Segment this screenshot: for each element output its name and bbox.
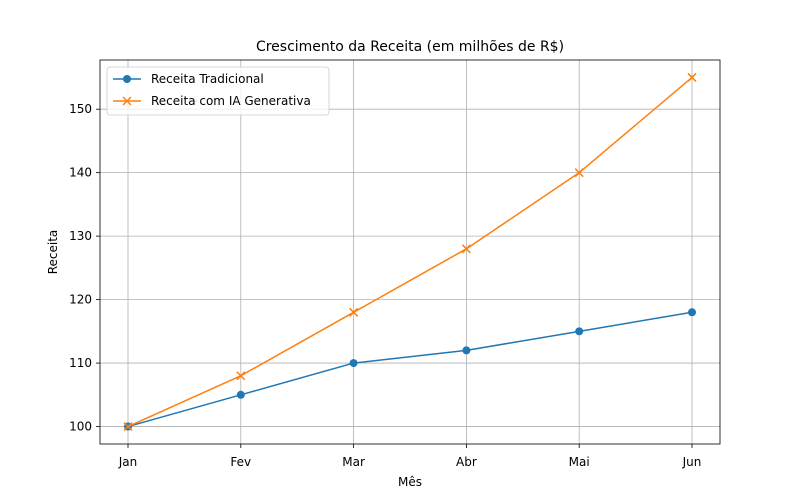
grid xyxy=(100,60,720,444)
data-point xyxy=(688,308,696,317)
data-point xyxy=(461,244,471,254)
data-point xyxy=(349,359,358,368)
legend-label: Receita Tradicional xyxy=(151,72,264,86)
x-marker-stroke xyxy=(349,307,359,317)
x-axis-ticks: Jan Fev Mar Abr Mai Jun xyxy=(118,444,702,469)
legend-marker xyxy=(122,96,132,106)
plot-frame xyxy=(99,59,721,445)
x-marker-stroke xyxy=(687,72,697,82)
x-tick-label: Mar xyxy=(342,455,365,469)
x-tick-label: Jan xyxy=(118,455,138,469)
series-line xyxy=(127,76,693,428)
legend: Receita Tradicional Receita com IA Genera… xyxy=(106,66,330,116)
data-series xyxy=(123,72,697,432)
data-point xyxy=(575,327,584,336)
x-tick-label: Jun xyxy=(682,455,702,469)
data-point xyxy=(349,307,359,317)
y-tick-label: 120 xyxy=(69,293,92,307)
y-axis-ticks: 100 110 120 130 140 150 xyxy=(69,102,100,434)
legend-label: Receita com IA Generativa xyxy=(151,94,311,108)
data-point xyxy=(236,371,246,381)
series-2 xyxy=(123,72,697,432)
y-tick-label: 100 xyxy=(69,420,92,434)
data-point xyxy=(462,346,471,355)
y-tick-label: 110 xyxy=(69,356,92,370)
x-marker-stroke xyxy=(236,371,246,381)
x-tick-label: Fev xyxy=(230,455,251,469)
series-1 xyxy=(124,308,696,431)
x-marker-stroke xyxy=(461,244,471,254)
y-axis-label: Receita xyxy=(46,230,60,275)
data-point xyxy=(236,390,245,399)
chart-title: Crescimento da Receita (em milhões de R$… xyxy=(256,39,564,55)
y-tick-label: 140 xyxy=(69,166,92,180)
y-tick-label: 150 xyxy=(69,102,92,116)
legend-box xyxy=(106,66,330,116)
x-tick-label: Abr xyxy=(456,455,477,469)
x-axis-label: Mês xyxy=(398,475,422,489)
data-point xyxy=(123,422,133,432)
y-tick-label: 130 xyxy=(69,229,92,243)
series-line xyxy=(127,311,693,428)
data-point xyxy=(687,72,697,82)
legend-marker xyxy=(123,75,131,83)
data-point xyxy=(574,168,584,178)
legend-item: Receita Tradicional xyxy=(113,72,264,86)
legend-item: Receita com IA Generativa xyxy=(113,94,311,108)
x-marker-stroke xyxy=(123,422,133,432)
x-tick-label: Mai xyxy=(569,455,590,469)
x-marker-stroke xyxy=(574,168,584,178)
x-marker-stroke xyxy=(122,96,132,106)
